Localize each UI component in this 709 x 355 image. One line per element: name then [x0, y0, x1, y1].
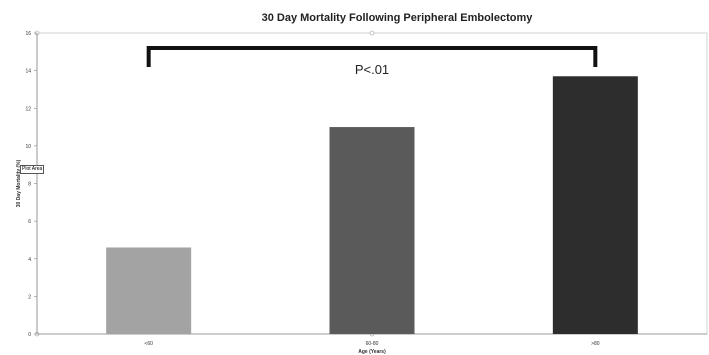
y-axis-title: 30 Day Mortality (%)	[16, 159, 22, 207]
plot-area-tooltip: Plot Area	[20, 165, 45, 174]
y-tick-label: 16	[25, 31, 31, 37]
significance-label: P<.01	[355, 62, 389, 77]
x-tick-label: 60-80	[366, 341, 379, 347]
y-axis: 0 2 4 6 8 10 12 14 16	[25, 31, 38, 338]
bar	[106, 247, 192, 334]
x-tick-label: <60	[144, 341, 153, 347]
y-tick-label: 6	[28, 219, 31, 225]
y-tick-label: 2	[28, 294, 31, 300]
significance-bracket	[146, 46, 598, 67]
y-tick-label: 4	[28, 257, 31, 263]
chart-title: 30 Day Mortality Following Peripheral Em…	[262, 12, 534, 24]
y-tick-label: 0	[28, 332, 31, 338]
y-tick-label: 14	[25, 69, 31, 75]
plot-handle[interactable]	[369, 30, 375, 36]
bar	[329, 127, 415, 334]
y-tick-label: 12	[25, 106, 31, 112]
bar	[552, 76, 638, 335]
significance-annotation: P<.01	[146, 46, 598, 77]
y-tick-label: 8	[28, 182, 31, 188]
x-axis-title: Age (Years)	[358, 349, 386, 355]
bars	[106, 76, 638, 335]
x-tick-label: >80	[591, 341, 600, 347]
y-tick-label: 10	[25, 144, 31, 150]
